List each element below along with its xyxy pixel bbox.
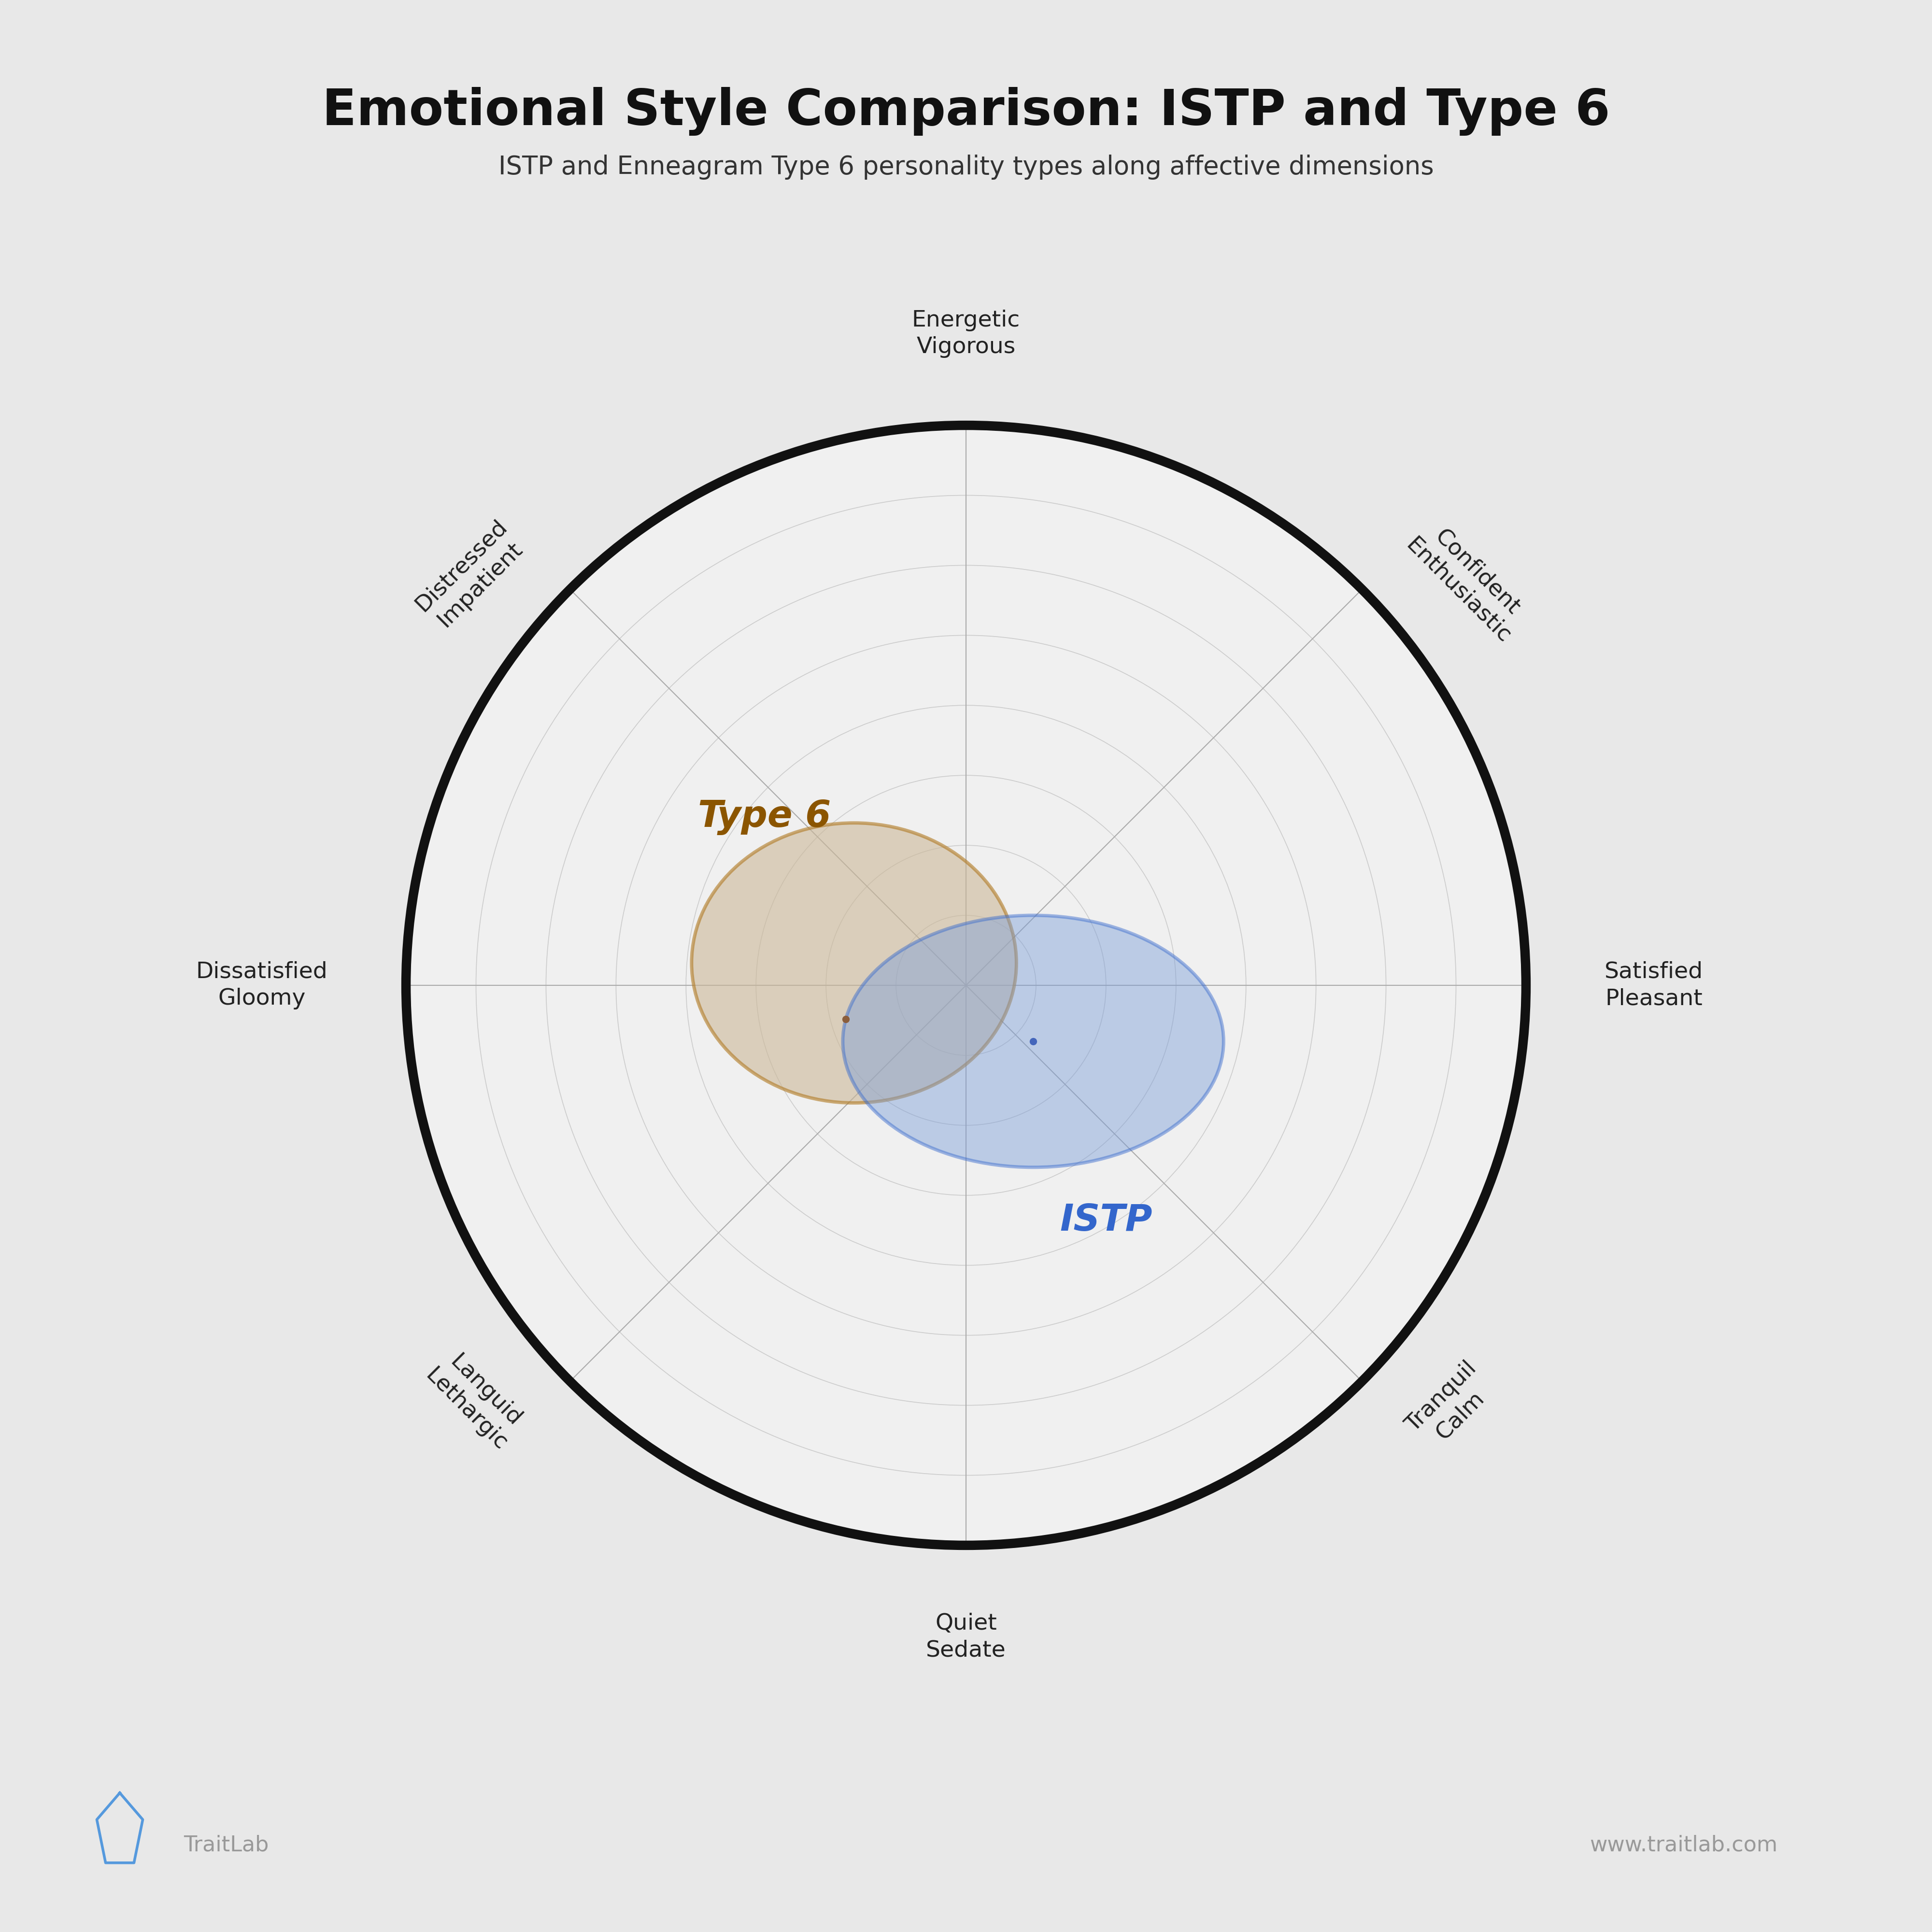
Text: Languid
Lethargic: Languid Lethargic <box>421 1347 531 1455</box>
Text: Quiet
Sedate: Quiet Sedate <box>925 1613 1007 1662</box>
Text: Dissatisfied
Gloomy: Dissatisfied Gloomy <box>195 960 328 1010</box>
Text: Confident
Enthusiastic: Confident Enthusiastic <box>1401 516 1534 647</box>
Text: ISTP: ISTP <box>1061 1202 1151 1238</box>
Text: Distressed
Impatient: Distressed Impatient <box>412 516 531 634</box>
Text: Emotional Style Comparison: ISTP and Type 6: Emotional Style Comparison: ISTP and Typ… <box>323 87 1609 135</box>
Text: Satisfied
Pleasant: Satisfied Pleasant <box>1604 960 1702 1010</box>
Ellipse shape <box>692 823 1016 1103</box>
Text: ISTP and Enneagram Type 6 personality types along affective dimensions: ISTP and Enneagram Type 6 personality ty… <box>498 155 1434 180</box>
Text: Type 6: Type 6 <box>697 800 831 835</box>
Text: Tranquil
Calm: Tranquil Calm <box>1401 1358 1499 1455</box>
Text: Energetic
Vigorous: Energetic Vigorous <box>912 309 1020 357</box>
Text: TraitLab: TraitLab <box>184 1835 269 1855</box>
Circle shape <box>406 425 1526 1546</box>
Text: www.traitlab.com: www.traitlab.com <box>1590 1835 1777 1855</box>
Ellipse shape <box>842 916 1223 1167</box>
